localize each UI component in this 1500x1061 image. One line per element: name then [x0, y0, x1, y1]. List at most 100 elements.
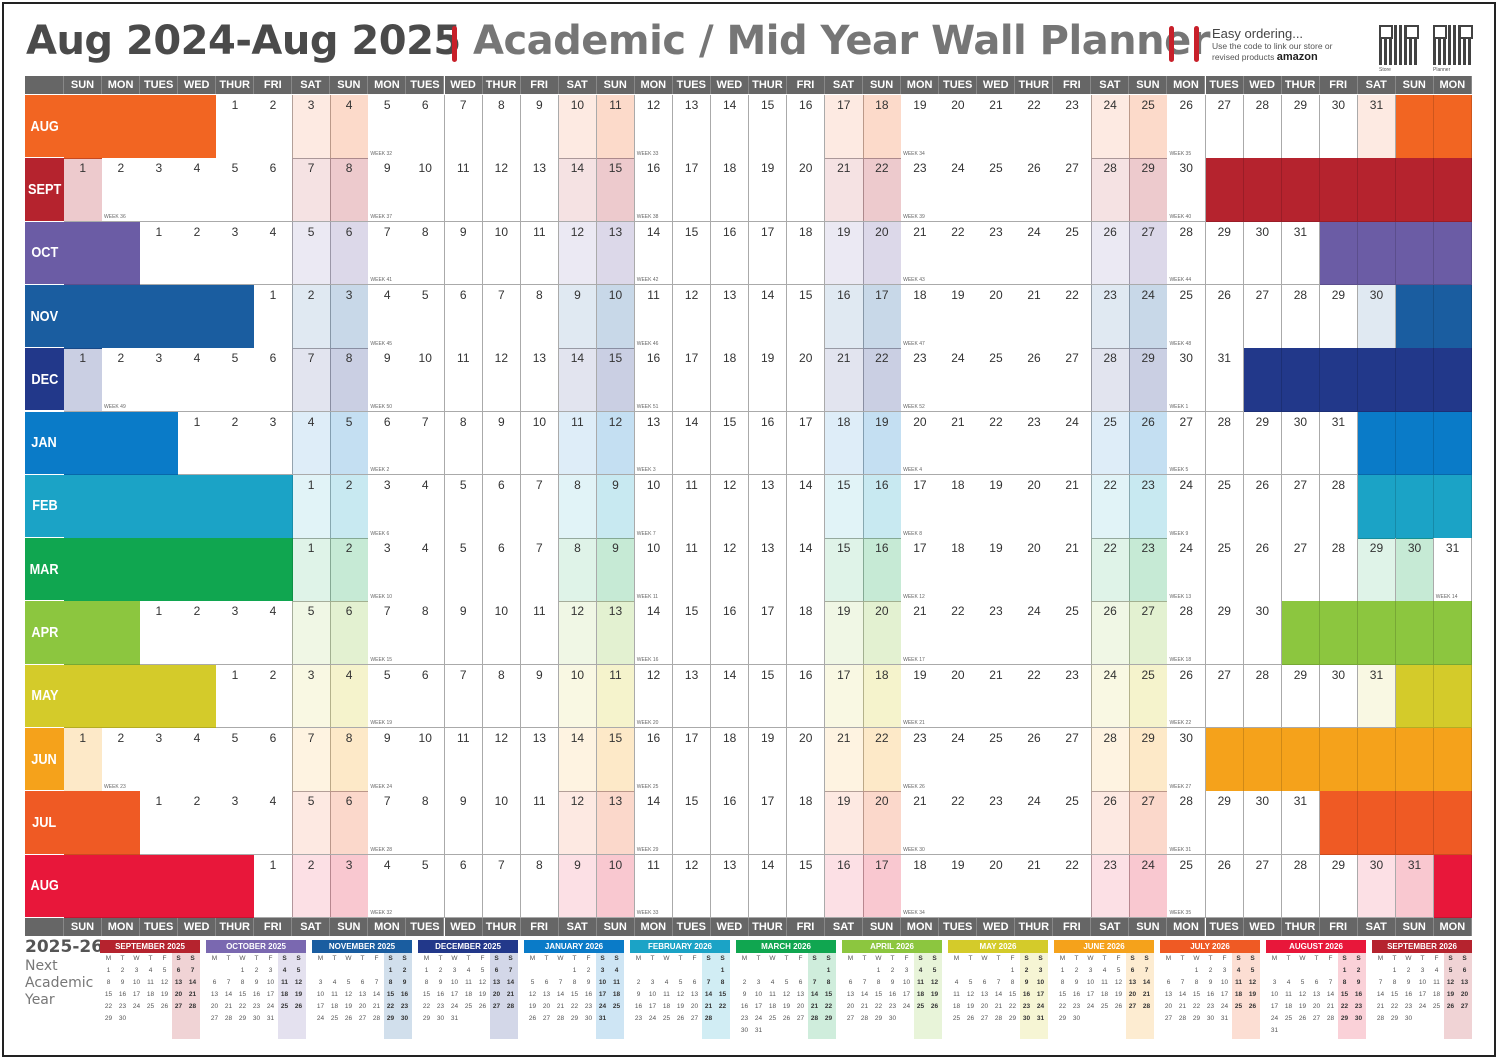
- day-cell[interactable]: 20: [863, 791, 902, 856]
- day-cell[interactable]: 28: [1319, 474, 1359, 539]
- day-cell[interactable]: 1: [216, 664, 255, 729]
- day-cell[interactable]: 30: [1243, 601, 1283, 666]
- day-cell[interactable]: 24: [1015, 791, 1054, 856]
- day-cell[interactable]: 26: [1091, 791, 1130, 856]
- day-cell[interactable]: 3: [292, 95, 331, 159]
- day-cell[interactable]: 6: [444, 854, 484, 919]
- day-cell[interactable]: 25: [977, 728, 1016, 792]
- day-cell[interactable]: 27: [1129, 221, 1168, 286]
- day-cell[interactable]: 3: [216, 601, 255, 666]
- day-cell[interactable]: 10: [596, 854, 636, 919]
- day-cell[interactable]: 17 WEEK 12: [901, 538, 940, 602]
- day-cell[interactable]: 26: [1129, 411, 1168, 476]
- day-cell[interactable]: 15: [786, 854, 826, 919]
- day-cell[interactable]: 22: [863, 348, 902, 412]
- day-cell[interactable]: 29: [1129, 158, 1168, 223]
- day-cell[interactable]: 30: [1395, 538, 1435, 602]
- day-cell[interactable]: 23: [1053, 664, 1092, 729]
- day-cell[interactable]: 17: [672, 348, 712, 412]
- day-cell[interactable]: 14: [558, 158, 598, 223]
- day-cell[interactable]: 1: [254, 854, 293, 919]
- day-cell[interactable]: 10: [406, 728, 445, 792]
- day-cell[interactable]: 19: [939, 854, 978, 919]
- day-cell[interactable]: 15: [786, 284, 826, 349]
- day-cell[interactable]: 26: [1091, 221, 1130, 286]
- day-cell[interactable]: 15: [748, 95, 788, 159]
- day-cell[interactable]: 13: [596, 791, 636, 856]
- day-cell[interactable]: 13: [748, 474, 788, 539]
- day-cell[interactable]: 8: [482, 95, 522, 159]
- day-cell[interactable]: 15: [710, 411, 750, 476]
- day-cell[interactable]: 22: [939, 791, 978, 856]
- day-cell[interactable]: 11: [520, 601, 560, 666]
- day-cell[interactable]: 24: [1053, 411, 1092, 476]
- day-cell[interactable]: 12: [596, 411, 636, 476]
- day-cell[interactable]: 10: [406, 348, 445, 412]
- day-cell[interactable]: 25: [1053, 221, 1092, 286]
- day-cell[interactable]: 15: [672, 601, 712, 666]
- day-cell[interactable]: 13: [520, 728, 560, 792]
- day-cell[interactable]: 22: [863, 728, 902, 792]
- day-cell[interactable]: 19: [748, 728, 788, 792]
- day-cell[interactable]: 1: [140, 791, 179, 856]
- day-cell[interactable]: 8: [406, 221, 445, 286]
- day-cell[interactable]: 2: [216, 411, 255, 476]
- day-cell[interactable]: 15: [596, 728, 636, 792]
- day-cell[interactable]: 28: [1091, 348, 1130, 412]
- day-cell[interactable]: 6: [254, 348, 293, 412]
- day-cell[interactable]: 17: [672, 728, 712, 792]
- day-cell[interactable]: 28: [1205, 411, 1245, 476]
- day-cell[interactable]: 25: [1091, 411, 1130, 476]
- day-cell[interactable]: 28: [1243, 95, 1283, 159]
- day-cell[interactable]: 5: [444, 474, 484, 539]
- day-cell[interactable]: 23: [977, 221, 1016, 286]
- day-cell[interactable]: 18: [786, 221, 826, 286]
- day-cell[interactable]: 15: [825, 474, 864, 539]
- day-cell[interactable]: 2 WEEK 36: [102, 158, 141, 223]
- day-cell[interactable]: 7: [520, 474, 560, 539]
- day-cell[interactable]: 22: [1015, 664, 1054, 729]
- day-cell[interactable]: 13: [596, 221, 636, 286]
- day-cell[interactable]: 5: [292, 601, 331, 666]
- day-cell[interactable]: 17: [825, 664, 864, 729]
- day-cell[interactable]: 29: [1205, 791, 1245, 856]
- day-cell[interactable]: 19: [825, 791, 864, 856]
- day-cell[interactable]: 17: [863, 284, 902, 349]
- day-cell[interactable]: 17: [786, 411, 826, 476]
- day-cell[interactable]: 12 WEEK 33: [634, 95, 674, 159]
- day-cell[interactable]: 20: [863, 221, 902, 286]
- day-cell[interactable]: 3 WEEK 6: [368, 474, 407, 539]
- day-cell[interactable]: 9: [444, 221, 484, 286]
- day-cell[interactable]: 3: [292, 664, 331, 729]
- day-cell[interactable]: 10: [558, 664, 598, 729]
- day-cell[interactable]: 4: [254, 221, 293, 286]
- day-cell[interactable]: 27: [1053, 728, 1092, 792]
- day-cell[interactable]: 8: [520, 854, 560, 919]
- day-cell[interactable]: 11: [596, 664, 636, 729]
- day-cell[interactable]: 31: [1395, 854, 1435, 919]
- day-cell[interactable]: 25: [1053, 791, 1092, 856]
- day-cell[interactable]: 2: [330, 538, 369, 602]
- day-cell[interactable]: 24: [1129, 284, 1168, 349]
- day-cell[interactable]: 2: [254, 664, 293, 729]
- day-cell[interactable]: 16: [825, 854, 864, 919]
- day-cell[interactable]: 31 WEEK 14: [1433, 538, 1473, 602]
- day-cell[interactable]: 31: [1205, 348, 1245, 412]
- day-cell[interactable]: 8: [406, 791, 445, 856]
- day-cell[interactable]: 9: [520, 664, 560, 729]
- day-cell[interactable]: 29: [1281, 664, 1321, 729]
- day-cell[interactable]: 21: [1053, 474, 1092, 539]
- day-cell[interactable]: 9 WEEK 24: [368, 728, 407, 792]
- day-cell[interactable]: 24: [1015, 221, 1054, 286]
- day-cell[interactable]: 22: [1015, 95, 1054, 159]
- day-cell[interactable]: 12: [558, 601, 598, 666]
- day-cell[interactable]: 28: [1281, 854, 1321, 919]
- day-cell[interactable]: 9: [558, 854, 598, 919]
- day-cell[interactable]: 14 WEEK 42: [634, 221, 674, 286]
- day-cell[interactable]: 27 WEEK 5: [1167, 411, 1206, 476]
- day-cell[interactable]: 24: [939, 348, 978, 412]
- day-cell[interactable]: 9: [482, 411, 522, 476]
- day-cell[interactable]: 13: [520, 158, 560, 223]
- day-cell[interactable]: 31: [1357, 664, 1397, 729]
- day-cell[interactable]: 18: [786, 601, 826, 666]
